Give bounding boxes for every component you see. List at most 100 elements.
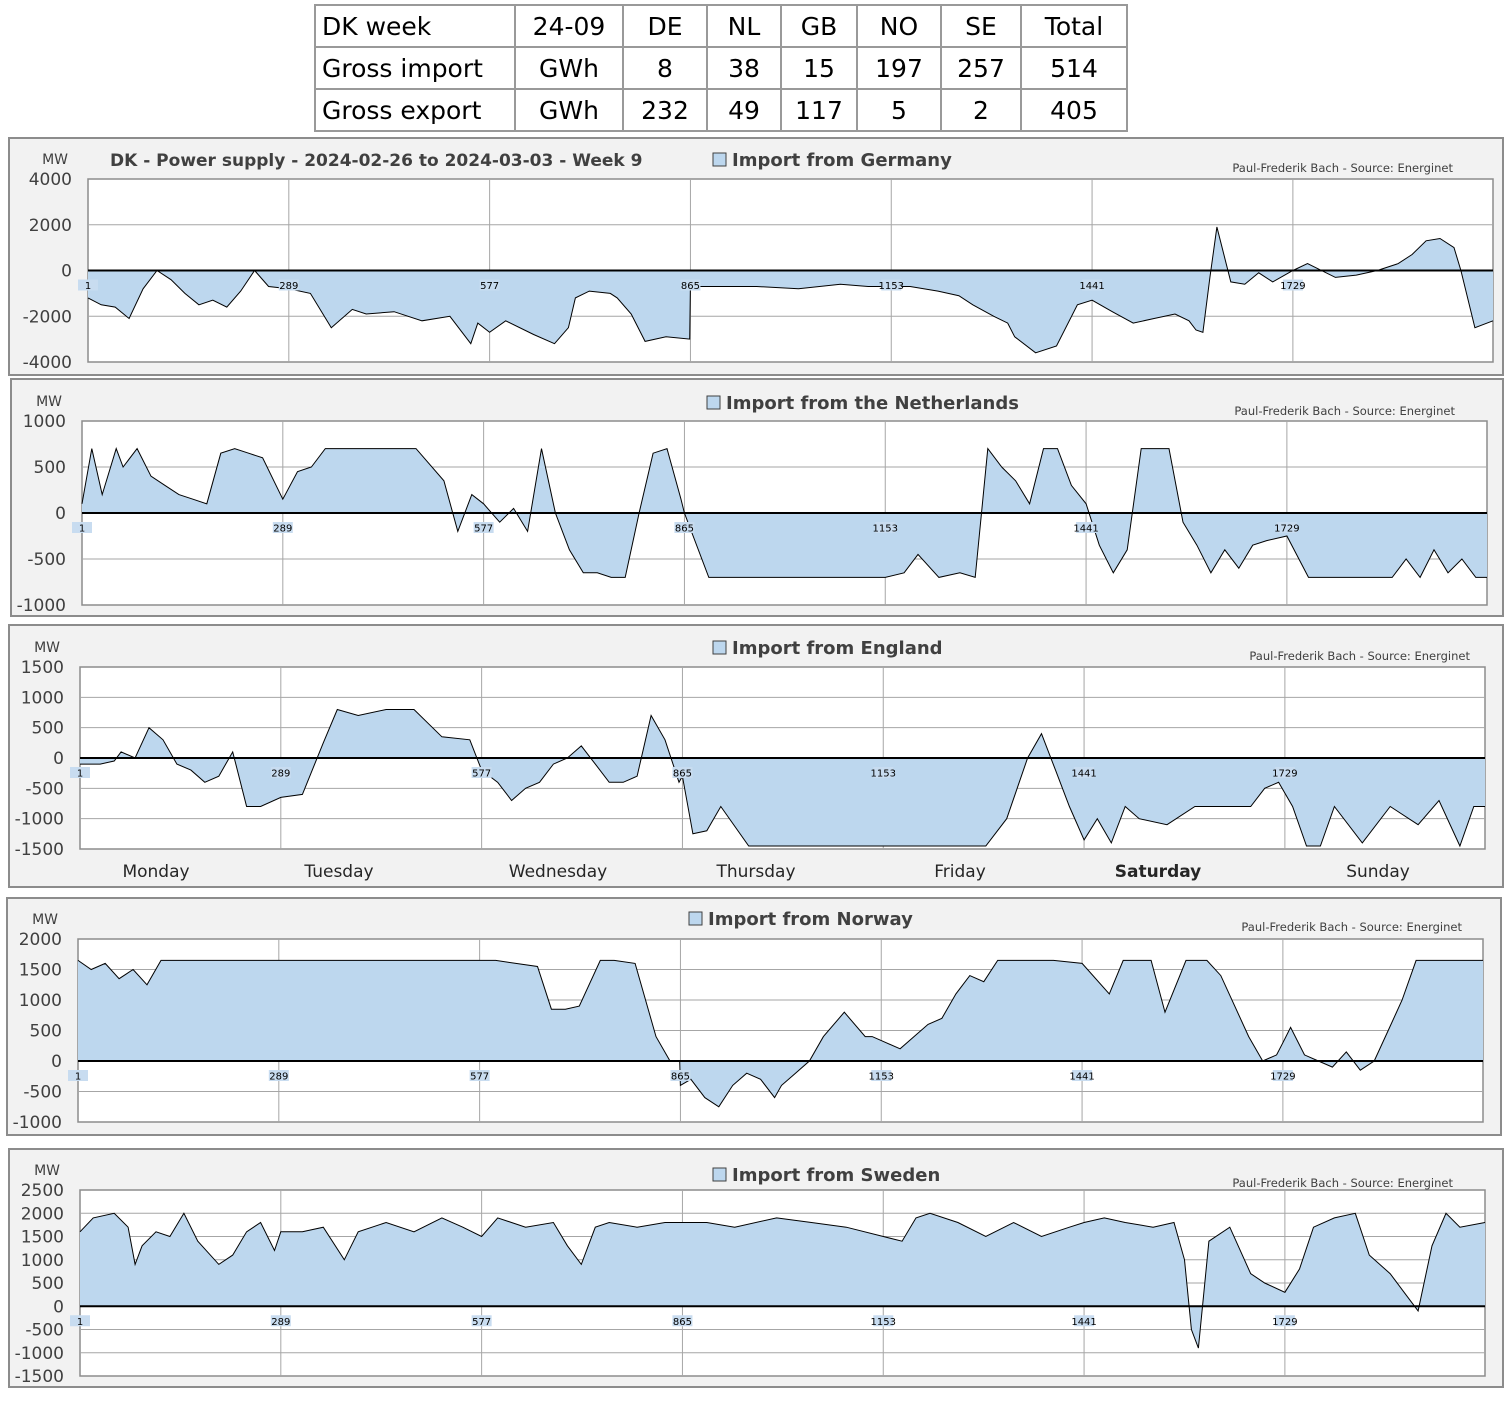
- x-tick-label: 865: [672, 1315, 693, 1328]
- x-tick-label-bg: [1074, 1315, 1095, 1327]
- legend-swatch: [706, 395, 721, 410]
- summary-cell: 24-09: [514, 4, 624, 48]
- x-tick-label-bg: [672, 767, 693, 778]
- x-tick-label-text: 1441: [1073, 524, 1098, 535]
- x-tick-label-text: 577: [472, 1317, 491, 1328]
- summary-cell: 5: [856, 88, 942, 132]
- x-tick-label-text: 1: [75, 1072, 81, 1083]
- x-tick-label: 1729: [1274, 522, 1300, 535]
- x-tick-label-text: 865: [675, 524, 694, 535]
- legend-label: Import from Sweden: [732, 1165, 940, 1186]
- chart-svg-england: 1 289 577 865 1153 1441 1729 1500 1000 500 0 -500 -1…: [15, 638, 1486, 882]
- y-tick-label: 500: [30, 1022, 62, 1042]
- x-tick-label-bg: [873, 1315, 894, 1327]
- x-tick-label-bg: [70, 1315, 90, 1327]
- y-tick-label: -500: [23, 1083, 62, 1103]
- chart-panel-norway: 1 289 577 865 1153 1441 1729 2000 1500 1000 500 0 -5…: [6, 897, 1502, 1136]
- series-area-sweden: [80, 1213, 1485, 1349]
- summary-row-export: Gross export GWh 232 49 117 5 2 405: [314, 88, 1128, 132]
- x-tick-label-bg: [72, 522, 92, 533]
- x-tick-label-text: 1729: [1280, 281, 1305, 292]
- y-tick-label: 1000: [23, 412, 66, 432]
- x-tick-label-text: 1153: [873, 524, 898, 535]
- y-tick-label: -500: [25, 779, 64, 799]
- x-tick-label-bg: [1082, 279, 1103, 291]
- y-tick-label: -1000: [17, 596, 66, 615]
- x-tick-label: 1: [78, 279, 98, 292]
- summary-cell: Gross import: [314, 46, 516, 90]
- x-tick-label-bg: [469, 1070, 490, 1081]
- y-tick-label: 1500: [21, 1228, 64, 1248]
- series-line-england: [80, 708, 1485, 848]
- x-tick-label-bg: [680, 279, 701, 291]
- x-tick-label-text: 865: [673, 1317, 692, 1328]
- chart-svg-germany: 1 289 577 865 1153 1441 1729 4000 2000 0 -2000 -400…: [23, 150, 1494, 373]
- summary-cell: 514: [1020, 46, 1128, 90]
- y-axis-unit: MW: [34, 1163, 60, 1179]
- y-tick-label: -1000: [15, 810, 64, 830]
- x-tick-label-bg: [672, 1315, 693, 1327]
- series-area-germany: [88, 227, 1493, 353]
- day-label: Saturday: [1115, 862, 1202, 882]
- day-label: Sunday: [1346, 862, 1410, 882]
- y-axis-unit: MW: [32, 912, 58, 928]
- x-tick-label-text: 577: [472, 769, 491, 780]
- y-tick-label: 1500: [19, 961, 62, 981]
- x-tick-label-bg: [278, 279, 299, 291]
- x-tick-label-text: 289: [271, 769, 290, 780]
- x-tick-label-bg: [270, 767, 291, 778]
- y-tick-label: 0: [53, 1297, 64, 1317]
- source-credit: Paul-Frederik Bach - Source: Energinet: [1241, 920, 1462, 934]
- x-tick-label: 1: [70, 1315, 90, 1328]
- chart-title: DK - Power supply - 2024-02-26 to 2024-0…: [110, 151, 643, 171]
- x-tick-label: 1153: [873, 522, 898, 535]
- x-tick-label-bg: [1276, 522, 1297, 533]
- x-tick-label-bg: [674, 522, 695, 533]
- x-tick-label: 577: [469, 1070, 490, 1083]
- legend-swatch: [712, 640, 727, 655]
- x-tick-label-text: 1: [77, 769, 83, 780]
- summary-cell: GWh: [514, 88, 624, 132]
- x-tick-label: 1: [70, 767, 90, 780]
- x-tick-label-text: 289: [269, 1072, 288, 1083]
- y-tick-label: 500: [32, 1274, 64, 1294]
- x-tick-label-bg: [78, 279, 98, 291]
- x-tick-label: 1729: [1270, 1070, 1296, 1083]
- summary-cell: 197: [856, 46, 942, 90]
- x-tick-label-text: 1: [79, 524, 85, 535]
- x-tick-label: 1729: [1280, 279, 1306, 292]
- summary-cell: GWh: [514, 46, 624, 90]
- summary-cell: GB: [780, 4, 858, 48]
- x-tick-label-bg: [272, 522, 293, 533]
- y-tick-label: 1000: [21, 1251, 64, 1271]
- x-tick-label-text: 1729: [1270, 1072, 1295, 1083]
- x-tick-label-text: 1153: [871, 769, 896, 780]
- x-tick-label: 577: [479, 279, 500, 292]
- y-tick-label: 2000: [29, 216, 72, 236]
- x-tick-label: 1441: [1079, 279, 1105, 292]
- x-tick-label-bg: [70, 767, 90, 778]
- x-tick-label-text: 1: [77, 1317, 83, 1328]
- y-tick-label: 0: [51, 1052, 62, 1072]
- x-tick-label: 577: [473, 522, 494, 535]
- x-tick-label: 1: [72, 522, 92, 535]
- x-tick-label-bg: [1272, 1070, 1293, 1081]
- y-tick-label: 0: [55, 504, 66, 524]
- summary-cell: NO: [856, 4, 942, 48]
- summary-cell: 38: [706, 46, 782, 90]
- x-tick-label-bg: [875, 522, 896, 533]
- day-label: Thursday: [715, 862, 795, 882]
- summary-cell: 2: [940, 88, 1022, 132]
- x-tick-label: 289: [278, 279, 299, 292]
- summary-cell: DE: [622, 4, 708, 48]
- x-tick-label-text: 577: [474, 524, 493, 535]
- series-line-norway: [77, 959, 1483, 1108]
- x-tick-label: 865: [674, 522, 695, 535]
- summary-cell: 49: [706, 88, 782, 132]
- summary-row-import: Gross import GWh 8 38 15 197 257 514: [314, 46, 1128, 90]
- y-tick-label: 0: [61, 262, 72, 282]
- x-tick-label-text: 1153: [869, 1072, 894, 1083]
- y-tick-label: -2000: [23, 307, 72, 327]
- x-tick-label-text: 289: [279, 281, 298, 292]
- y-tick-label: 2000: [19, 930, 62, 950]
